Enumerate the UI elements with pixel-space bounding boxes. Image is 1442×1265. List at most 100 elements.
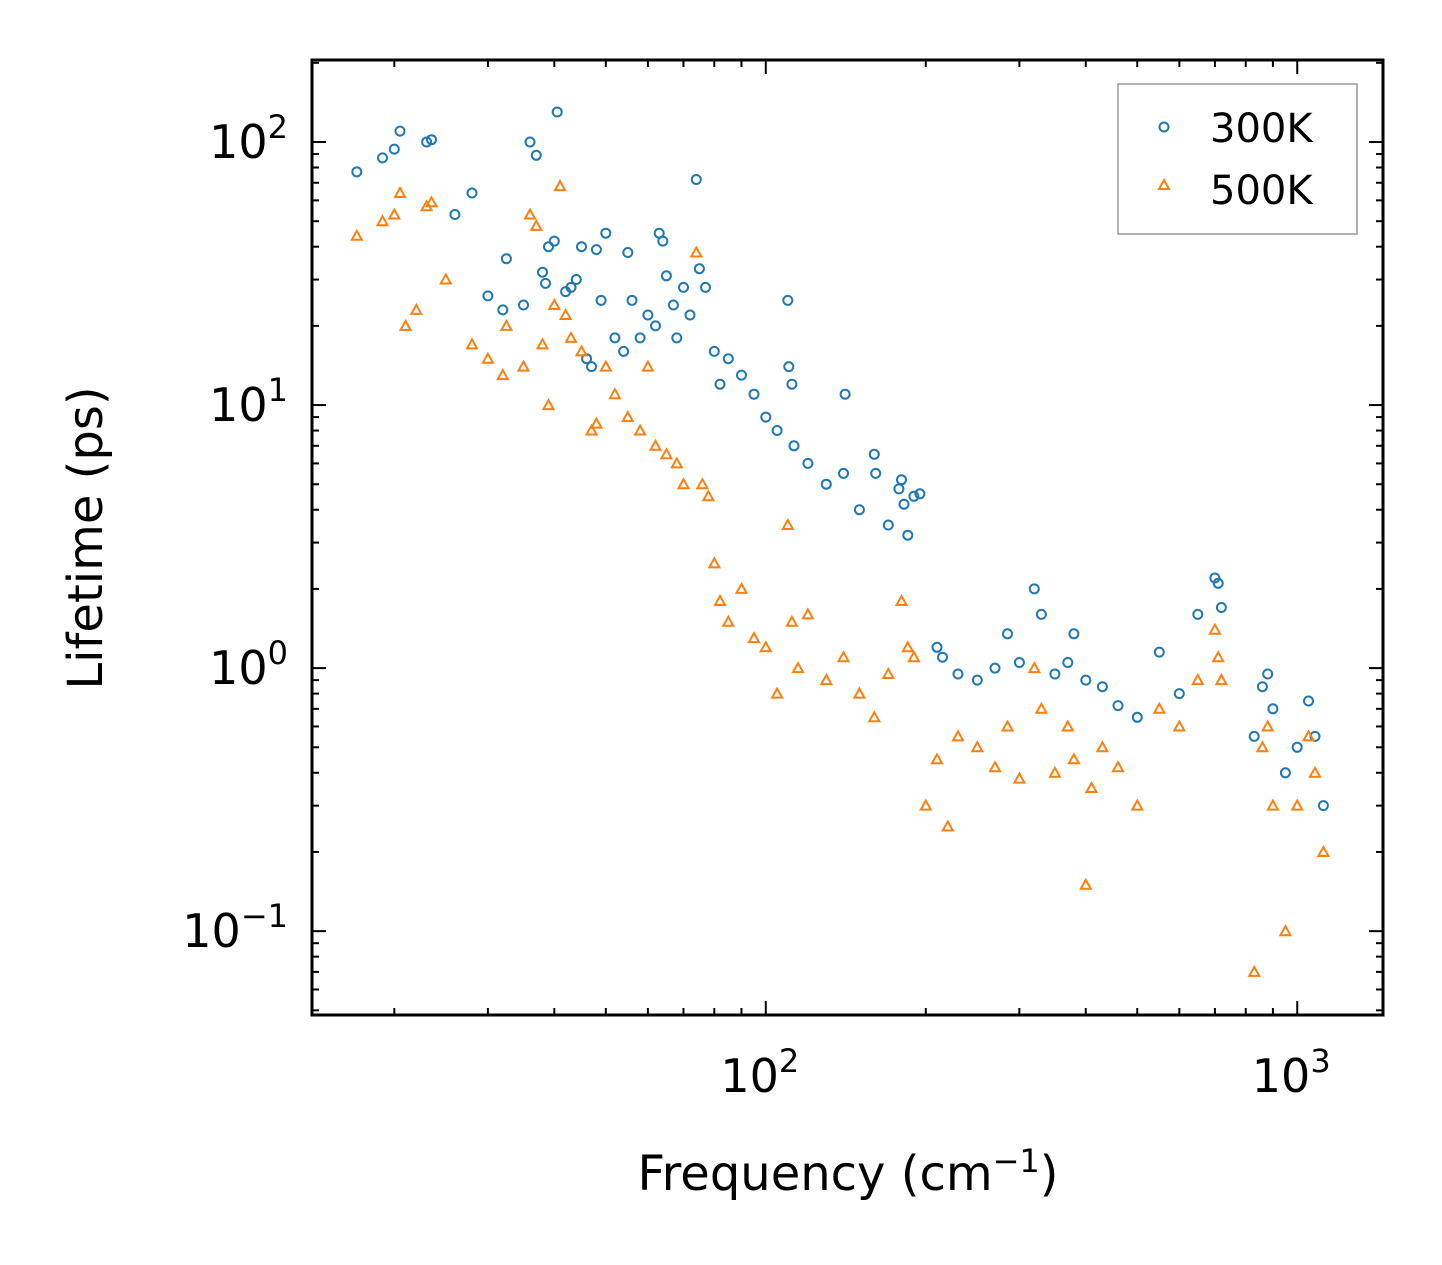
data-point (689, 245, 703, 258)
data-point (1013, 657, 1025, 668)
data-point (1079, 877, 1093, 890)
data-point (523, 207, 537, 220)
legend: 300K 500K (1117, 83, 1358, 235)
data-point (547, 297, 561, 310)
data-point (941, 819, 955, 832)
data-point (1290, 798, 1304, 811)
data-point (1131, 711, 1143, 723)
data-point (543, 241, 554, 253)
data-point (529, 218, 543, 231)
data-point (820, 478, 832, 490)
data-point (576, 241, 587, 253)
data-point (387, 207, 401, 220)
data-point (671, 332, 683, 344)
data-point (931, 641, 943, 653)
data-point (659, 447, 674, 460)
series-500k (350, 179, 1331, 977)
data-point (497, 304, 509, 316)
data-point (1153, 646, 1165, 658)
data-point (1084, 780, 1099, 793)
data-point (801, 607, 815, 620)
data-point (350, 228, 364, 241)
data-point (648, 438, 663, 451)
data-point (1012, 771, 1027, 784)
y-tick-label: 102 (209, 108, 288, 169)
data-point (678, 281, 689, 293)
data-point (1317, 800, 1329, 812)
data-point (836, 650, 851, 663)
data-point (590, 244, 602, 256)
data-point (770, 686, 784, 699)
data-point (1172, 719, 1186, 732)
data-point (898, 498, 910, 510)
data-point (1028, 583, 1040, 595)
data-point (896, 474, 907, 486)
x-tick-label: 103 (1252, 1042, 1331, 1103)
data-point (1261, 719, 1275, 732)
data-point (902, 529, 914, 541)
data-point (660, 270, 672, 282)
data-point (388, 143, 400, 155)
data-point (1112, 700, 1124, 712)
data-point (439, 272, 453, 285)
data-point (1096, 681, 1108, 693)
data-point (1027, 661, 1041, 674)
data-point (937, 651, 948, 663)
data-point (908, 490, 920, 502)
data-point (516, 359, 531, 372)
x-axis-label: Frequency (cm−1) (637, 1142, 1058, 1202)
data-point (426, 134, 437, 146)
data-point (783, 361, 795, 373)
data-point (589, 416, 604, 429)
plot-frame (310, 58, 1385, 1017)
axis-ticks: 102 103 10−1 100 101 102 (182, 60, 1383, 1103)
data-point (586, 361, 597, 373)
data-point (409, 302, 423, 315)
data-point (1067, 752, 1081, 765)
data-point (1256, 681, 1268, 693)
data-point (1267, 703, 1279, 715)
data-point (642, 309, 654, 321)
data-point (988, 760, 1002, 773)
data-point (1266, 798, 1280, 811)
data-point (595, 294, 607, 306)
data-point (609, 332, 621, 344)
data-point (499, 318, 514, 331)
data-point (881, 666, 895, 679)
data-point (500, 253, 512, 265)
data-point (626, 294, 638, 306)
data-point (1095, 740, 1110, 753)
data-point (650, 320, 661, 332)
data-point (377, 152, 388, 164)
data-point (530, 149, 542, 161)
legend-marker-500k (1157, 177, 1171, 190)
data-point (482, 290, 494, 302)
data-point (670, 456, 684, 469)
data-point (393, 185, 407, 198)
data-point (676, 477, 691, 490)
data-point (853, 504, 865, 516)
data-point (1035, 608, 1047, 620)
data-point (599, 359, 613, 372)
data-point (1130, 798, 1144, 811)
data-point (930, 752, 944, 765)
data-point (1191, 673, 1205, 686)
data-point (781, 517, 795, 530)
data-point (914, 488, 926, 500)
data-point (759, 640, 773, 653)
data-point (1278, 924, 1293, 937)
data-point (1262, 668, 1274, 680)
data-point (622, 247, 634, 258)
data-point (819, 673, 833, 686)
data-point (574, 344, 589, 357)
data-point (868, 448, 880, 460)
data-point (496, 368, 510, 381)
data-point (721, 614, 735, 627)
data-point (1279, 767, 1291, 779)
data-point (782, 294, 794, 306)
data-point (548, 235, 560, 247)
data-point (919, 798, 933, 811)
data-point (1062, 657, 1074, 668)
data-point (882, 519, 894, 531)
legend-label-500k: 500K (1210, 168, 1314, 214)
